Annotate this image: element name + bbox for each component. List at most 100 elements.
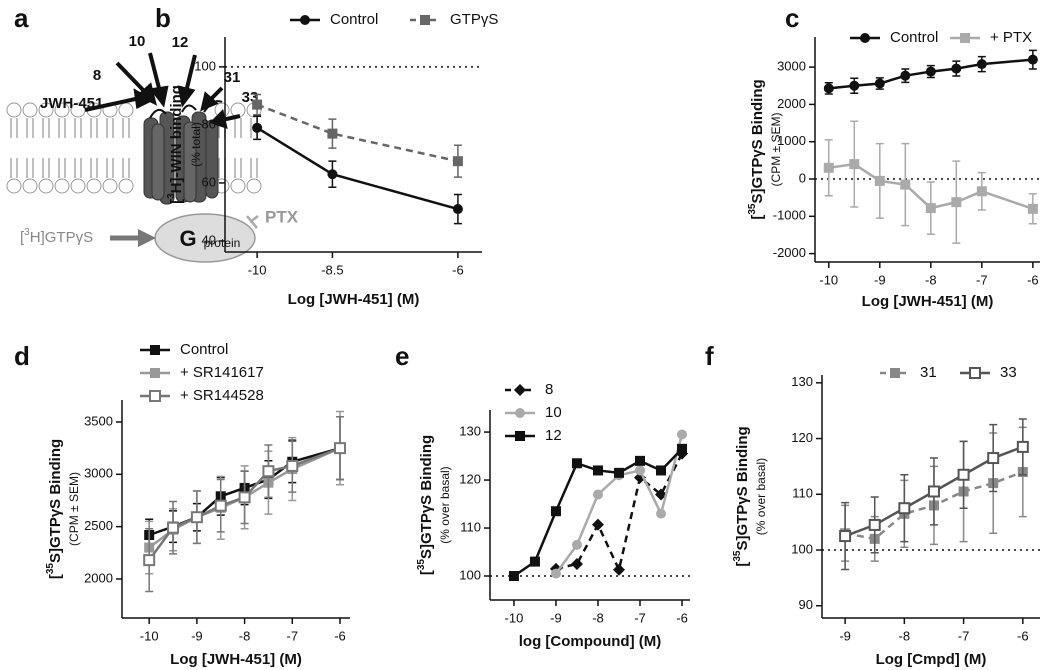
marker <box>529 556 540 567</box>
marker <box>951 63 962 74</box>
inhibitor-label: PTX <box>265 207 299 226</box>
marker <box>656 508 667 519</box>
legend-marker <box>969 367 981 379</box>
marker <box>252 122 263 133</box>
axis-title-part: S]GTPγS Binding <box>734 426 751 550</box>
ligand-label: 8 <box>93 67 101 84</box>
marker <box>190 511 203 524</box>
x-tick-label: -6 <box>676 610 688 625</box>
marker <box>262 465 275 478</box>
legend-marker <box>960 33 970 43</box>
axis-title-part: [ <box>734 562 751 567</box>
x-tick-label: -9 <box>874 272 886 287</box>
marker <box>327 128 338 139</box>
legend-label: + PTX <box>990 29 1032 46</box>
marker <box>1027 203 1038 214</box>
tracer-label: [3H]GTPγS <box>20 227 93 246</box>
ligand-label: 10 <box>129 33 146 50</box>
x-tick-label: -9 <box>839 628 851 643</box>
marker <box>571 539 582 550</box>
marker <box>570 558 583 571</box>
marker <box>214 499 227 512</box>
axis-title-part: H]-WIN binding <box>168 85 185 193</box>
y-tick-label: 1000 <box>777 133 806 148</box>
marker <box>849 80 860 91</box>
y-tick-label: -1000 <box>773 208 806 223</box>
marker <box>868 518 881 531</box>
marker <box>898 502 911 515</box>
marker <box>849 159 860 170</box>
y-tick-label: 120 <box>791 430 813 445</box>
x-axis-title: Log [JWH-451] (M) <box>288 291 420 308</box>
y-tick-label: 3000 <box>777 59 806 74</box>
marker <box>508 571 519 582</box>
x-tick-label: -8 <box>592 610 604 625</box>
y-tick-label: 60 <box>202 174 216 189</box>
x-tick-label: -9 <box>550 610 562 625</box>
axis-title: [3H]-WIN binding <box>166 85 185 204</box>
panel-letter: c <box>785 3 799 33</box>
legend-marker <box>515 408 525 418</box>
legend-label: + SR141617 <box>180 364 264 381</box>
marker <box>656 465 667 476</box>
x-tick-label: -6 <box>452 262 464 277</box>
x-tick-label: -7 <box>287 628 299 643</box>
y-tick-label: 0 <box>799 170 806 185</box>
marker <box>874 78 885 89</box>
x-tick-label: -10 <box>248 262 267 277</box>
x-tick-label: -8 <box>899 628 911 643</box>
y-axis-subtitle: (% over basal) <box>438 466 452 543</box>
series-line <box>256 103 459 163</box>
axis-title: [35S]GTPγS Binding <box>747 79 766 219</box>
marker <box>987 452 1000 465</box>
marker <box>839 530 852 543</box>
axis-title-part: [ <box>47 574 64 579</box>
x-tick-label: -6 <box>1027 272 1039 287</box>
marker <box>550 568 561 579</box>
y-tick-label: 2500 <box>84 518 113 533</box>
marker <box>957 468 970 481</box>
axis-title-part: 3 <box>166 193 177 199</box>
marker <box>238 491 251 504</box>
legend-marker <box>860 33 870 43</box>
schematic <box>6 52 262 263</box>
axis-title-part: S]GTPγS Binding <box>47 439 64 563</box>
axis-title-part: [ <box>168 199 185 204</box>
legend-marker <box>149 390 161 402</box>
y-tick-label: 120 <box>459 471 481 486</box>
marker <box>976 186 987 197</box>
marker <box>823 83 834 94</box>
marker <box>951 197 962 208</box>
panel-letter: f <box>705 341 714 371</box>
marker <box>677 443 688 454</box>
legend-label: 33 <box>1000 364 1017 381</box>
marker <box>925 66 936 77</box>
ligand-label: 12 <box>172 34 189 51</box>
legend-label: Control <box>330 11 378 28</box>
y-tick-label: 80 <box>202 116 216 131</box>
panel-letter: e <box>395 341 409 371</box>
marker <box>976 59 987 70</box>
marker <box>286 459 299 472</box>
legend-label: 8 <box>545 381 553 398</box>
axis-title: [35S]GTPγS Binding <box>45 439 64 579</box>
y-axis-subtitle: (% total) <box>189 122 203 167</box>
marker <box>1027 54 1038 65</box>
marker <box>823 162 834 173</box>
legend-label: + SR144528 <box>180 387 264 404</box>
marker <box>613 467 624 478</box>
ligand-label: JWH-451 <box>40 95 103 112</box>
legend-label: 12 <box>545 427 562 444</box>
marker <box>635 455 645 466</box>
series-line <box>256 126 459 211</box>
y-tick-label: 90 <box>799 597 813 612</box>
x-tick-label: -10 <box>140 628 159 643</box>
marker <box>327 169 338 180</box>
panel-letter: b <box>155 3 171 33</box>
marker <box>592 489 603 500</box>
legend-marker <box>890 368 900 378</box>
axis-title-part: 35 <box>747 203 758 215</box>
legend-label: 10 <box>545 404 562 421</box>
